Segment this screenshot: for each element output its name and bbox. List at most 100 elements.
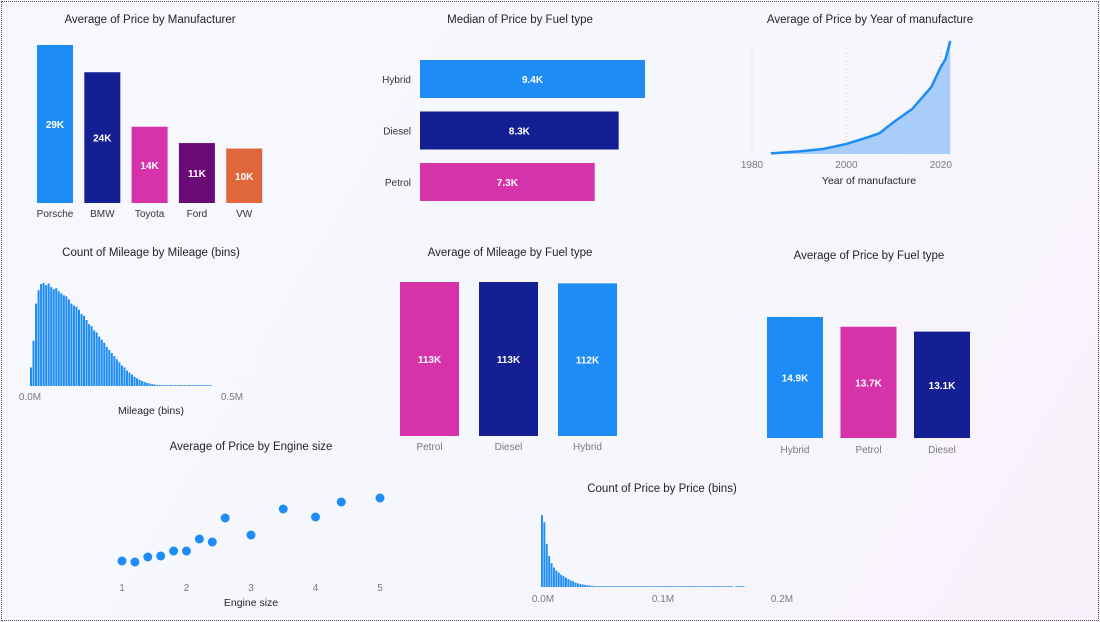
histogram-bar[interactable] — [110, 353, 113, 386]
histogram-bar[interactable] — [632, 586, 635, 587]
histogram-bar[interactable] — [151, 384, 154, 386]
histogram-bar[interactable] — [35, 303, 38, 386]
histogram-bar[interactable] — [723, 586, 726, 587]
histogram-bar[interactable] — [100, 339, 103, 386]
histogram-bar[interactable] — [713, 586, 716, 587]
bar-hybrid-bar[interactable] — [420, 60, 645, 98]
histogram-bar[interactable] — [692, 586, 695, 587]
histogram-bar[interactable] — [209, 385, 212, 386]
histogram-bar[interactable] — [194, 385, 197, 386]
histogram-bar[interactable] — [173, 385, 176, 386]
histogram-bar[interactable] — [639, 586, 642, 587]
histogram-bar[interactable] — [620, 586, 623, 587]
histogram-bar[interactable] — [641, 586, 644, 587]
histogram-bar[interactable] — [653, 586, 656, 587]
histogram-bar[interactable] — [548, 556, 551, 587]
histogram-bar[interactable] — [718, 586, 721, 587]
histogram-bar[interactable] — [77, 309, 80, 386]
histogram-bar[interactable] — [680, 586, 683, 587]
data-point[interactable] — [336, 497, 346, 507]
bar-petrol-bar[interactable] — [840, 326, 897, 438]
bar-porsche-bar[interactable] — [37, 45, 73, 203]
histogram-bar[interactable] — [577, 583, 579, 587]
histogram-bar[interactable] — [199, 385, 202, 386]
histogram-bar[interactable] — [206, 385, 209, 386]
histogram-bar[interactable] — [37, 290, 40, 386]
histogram-bar[interactable] — [562, 576, 565, 587]
bar-hybrid-bar[interactable] — [767, 317, 823, 438]
histogram-bar[interactable] — [560, 574, 563, 587]
data-point[interactable] — [156, 551, 166, 561]
histogram-bar[interactable] — [95, 332, 98, 386]
histogram-bar[interactable] — [589, 585, 591, 587]
histogram-bar[interactable] — [40, 284, 43, 386]
histogram-bar[interactable] — [644, 586, 647, 587]
histogram-bar[interactable] — [706, 586, 709, 587]
histogram-bar[interactable] — [98, 336, 101, 386]
histogram-bar[interactable] — [93, 330, 96, 386]
histogram-bar[interactable] — [629, 586, 632, 587]
histogram-bar[interactable] — [75, 306, 78, 386]
histogram-bar[interactable] — [55, 288, 58, 386]
histogram-bar[interactable] — [70, 303, 73, 386]
histogram-bar[interactable] — [168, 385, 171, 386]
histogram-bar[interactable] — [158, 385, 161, 386]
histogram-bar[interactable] — [136, 378, 139, 386]
histogram-bar[interactable] — [569, 580, 572, 587]
histogram-bar[interactable] — [725, 586, 728, 587]
data-point[interactable] — [169, 546, 179, 556]
histogram-bar[interactable] — [711, 586, 714, 587]
histogram-bar[interactable] — [658, 586, 661, 587]
histogram-bar[interactable] — [586, 585, 589, 587]
histogram-bar[interactable] — [143, 382, 146, 386]
histogram-bar[interactable] — [83, 315, 86, 386]
histogram-bar[interactable] — [603, 586, 606, 587]
histogram-bar[interactable] — [574, 582, 577, 587]
histogram-bar[interactable] — [123, 367, 126, 386]
histogram-bar[interactable] — [572, 581, 575, 587]
histogram-bar[interactable] — [694, 586, 697, 587]
histogram-bar[interactable] — [85, 320, 88, 386]
bar-diesel-bar[interactable] — [914, 331, 970, 438]
histogram-bar[interactable] — [622, 586, 625, 587]
histogram-bar[interactable] — [649, 586, 651, 587]
histogram-bar[interactable] — [80, 313, 83, 386]
histogram-bar[interactable] — [163, 385, 166, 386]
histogram-bar[interactable] — [740, 586, 743, 587]
histogram-bar[interactable] — [50, 287, 53, 386]
histogram-bar[interactable] — [735, 586, 738, 587]
bar-petrol-bar[interactable] — [400, 282, 459, 436]
data-point[interactable] — [220, 513, 230, 523]
histogram-bar[interactable] — [593, 586, 596, 587]
data-point[interactable] — [311, 512, 320, 522]
histogram-bar[interactable] — [125, 370, 128, 386]
histogram-bar[interactable] — [617, 586, 620, 587]
histogram-bar[interactable] — [555, 570, 558, 587]
histogram-bar[interactable] — [656, 586, 659, 587]
histogram-bar[interactable] — [184, 385, 187, 386]
histogram-bar[interactable] — [131, 374, 134, 386]
histogram-bar[interactable] — [65, 296, 68, 386]
data-point[interactable] — [182, 546, 191, 556]
histogram-bar[interactable] — [115, 359, 118, 386]
histogram-bar[interactable] — [186, 385, 189, 386]
histogram-bar[interactable] — [204, 385, 207, 386]
histogram-bar[interactable] — [673, 586, 675, 587]
histogram-bar[interactable] — [608, 586, 611, 587]
bar-diesel-bar[interactable] — [479, 282, 538, 436]
histogram-bar[interactable] — [108, 349, 111, 386]
histogram-bar[interactable] — [730, 586, 733, 587]
data-point[interactable] — [375, 493, 385, 503]
histogram-bar[interactable] — [601, 586, 603, 587]
histogram-bar[interactable] — [42, 283, 45, 386]
histogram-bar[interactable] — [545, 543, 548, 587]
histogram-bar[interactable] — [615, 586, 618, 587]
histogram-bar[interactable] — [625, 586, 627, 587]
histogram-bar[interactable] — [88, 324, 91, 386]
histogram-bar[interactable] — [57, 291, 60, 386]
histogram-bar[interactable] — [105, 346, 108, 386]
histogram-bar[interactable] — [181, 385, 184, 386]
histogram-bar[interactable] — [161, 385, 164, 386]
histogram-bar[interactable] — [709, 586, 711, 587]
histogram-bar[interactable] — [72, 305, 75, 386]
